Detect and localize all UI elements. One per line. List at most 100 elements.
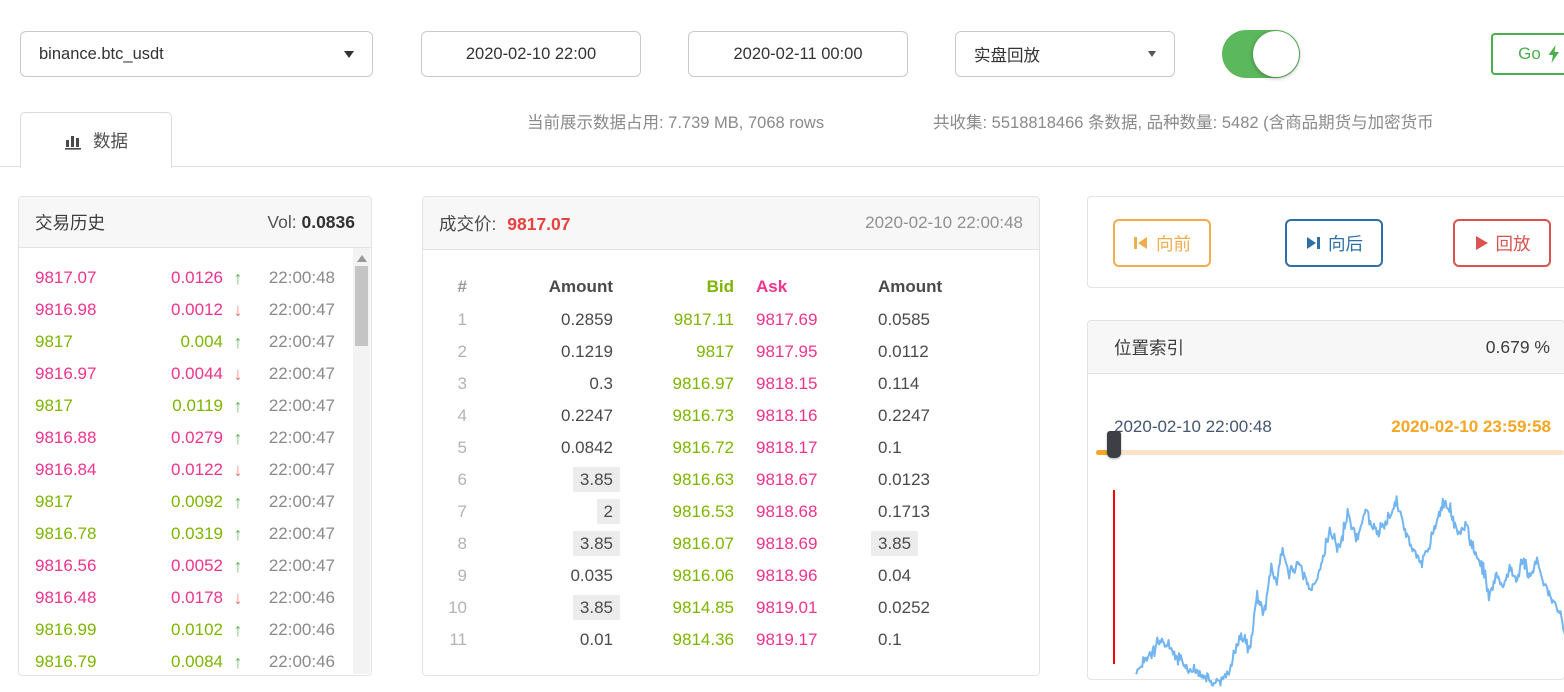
scrollbar-thumb[interactable] <box>355 266 368 346</box>
ask-amount-value: 3.85 <box>871 531 919 556</box>
tab-data[interactable]: 数据 <box>20 112 172 168</box>
step-backward-button[interactable]: 向前 <box>1113 219 1211 267</box>
arrow-up-icon: ↑ <box>233 652 243 672</box>
trade-row: 9816.97 0.0044 ↓ 22:00:47 <box>19 358 371 390</box>
order-book-rows: 1 0.2859 9817.11 9817.69 0.0585 2 0.1219 9817 98… <box>423 304 1039 656</box>
position-index-panel: 位置索引 0.679 % 2020-02-10 22:00:48 2020-02… <box>1087 320 1564 687</box>
ask-amount-value: 0.2247 <box>878 406 930 425</box>
row-number: 10 <box>448 598 467 617</box>
ask-amount-value: 0.114 <box>878 374 920 393</box>
last-price-readout: 成交价: 9817.07 <box>439 211 571 236</box>
trade-amount: 0.0102 <box>171 620 223 639</box>
position-chart-svg <box>1135 495 1564 687</box>
chevron-down-icon <box>344 50 354 58</box>
trade-amount: 0.0012 <box>171 300 223 319</box>
end-time-input[interactable]: 2020-02-11 00:00 <box>688 31 908 77</box>
last-price-label: 成交价: <box>439 213 497 234</box>
trade-row: 9816.99 0.0102 ↑ 22:00:46 <box>19 614 371 646</box>
bid-price-cell: 9816.06 <box>672 566 734 585</box>
col-header-ask-amount: Amount <box>878 277 943 296</box>
position-slider-track[interactable] <box>1096 450 1564 455</box>
lightning-icon <box>1548 45 1559 63</box>
ask-price-cell: 9818.17 <box>756 438 818 457</box>
trade-price: 9816.48 <box>35 588 97 607</box>
trade-row: 9816.98 0.0012 ↓ 22:00:47 <box>19 294 371 326</box>
row-number: 1 <box>457 310 467 329</box>
trade-amount: 0.0279 <box>171 428 223 447</box>
ask-amount-cell: 0.04 <box>878 560 1039 592</box>
ask-amount-cell: 0.1713 <box>878 496 1039 528</box>
trade-amount: 0.0052 <box>171 556 223 575</box>
order-book-row: 10 3.85 9814.85 9819.01 0.0252 <box>423 592 1039 624</box>
step-forward-button[interactable]: 向后 <box>1285 219 1383 267</box>
end-time-value: 2020-02-11 00:00 <box>733 44 863 63</box>
order-book-row: 6 3.85 9816.63 9818.67 0.0123 <box>423 464 1039 496</box>
scroll-up-icon[interactable] <box>356 255 367 262</box>
trade-row: 9816.56 0.0052 ↑ 22:00:47 <box>19 550 371 582</box>
ask-amount-value: 0.0252 <box>878 598 930 617</box>
trade-price: 9817 <box>35 492 73 511</box>
col-header-ask: Ask <box>756 277 788 296</box>
ask-amount-cell: 3.85 <box>871 528 1039 560</box>
trade-price: 9817 <box>35 396 73 415</box>
bid-amount-cell: 3.85 <box>467 592 620 624</box>
bid-amount-value: 0.1219 <box>561 342 613 361</box>
ask-price-cell: 9819.01 <box>756 598 818 617</box>
order-book-timestamp: 2020-02-10 22:00:48 <box>865 213 1023 232</box>
bid-amount-value: 3.85 <box>572 531 620 556</box>
volume-readout: Vol: 0.0836 <box>267 212 355 233</box>
symbol-select[interactable]: binance.btc_usdt <box>20 31 373 77</box>
ask-price-cell: 9818.96 <box>756 566 818 585</box>
ask-amount-cell: 0.0123 <box>878 464 1039 496</box>
trade-row: 9816.88 0.0279 ↑ 22:00:47 <box>19 422 371 454</box>
trade-history-panel: 交易历史 Vol: 0.0836 9817.07 0.0126 ↑ 22:00:48 9… <box>18 196 372 676</box>
trade-price: 9816.79 <box>35 652 97 671</box>
trade-price: 9816.98 <box>35 300 97 319</box>
bid-amount-value: 0.3 <box>589 374 613 393</box>
ask-price-cell: 9818.15 <box>756 374 818 393</box>
trade-scrollbar[interactable] <box>353 248 370 674</box>
position-index-header: 位置索引 0.679 % <box>1088 321 1564 374</box>
replay-toggle[interactable] <box>1222 30 1300 78</box>
trade-amount: 0.0119 <box>172 396 223 415</box>
symbol-select-value: binance.btc_usdt <box>39 44 164 63</box>
bid-amount-value: 0.2859 <box>561 310 613 329</box>
col-header-index: # <box>457 277 467 296</box>
bid-price-cell: 9816.07 <box>672 534 734 553</box>
status-collected: 共收集: 5518818466 条数据, 品种数量: 5482 (含商品期货与加… <box>933 114 1434 132</box>
trade-price: 9816.56 <box>35 556 97 575</box>
row-number: 6 <box>457 470 467 489</box>
ask-amount-cell: 0.2247 <box>878 400 1039 432</box>
col-header-bid-amount: Amount <box>548 277 613 296</box>
trade-time: 22:00:47 <box>268 556 335 575</box>
arrow-up-icon: ↑ <box>233 556 243 576</box>
go-button[interactable]: Go <box>1491 33 1564 75</box>
status-current-usage: 当前展示数据占用: 7.739 MB, 7068 rows <box>527 114 825 132</box>
arrow-down-icon: ↓ <box>233 460 243 480</box>
tab-data-label: 数据 <box>93 131 128 151</box>
replay-button[interactable]: 回放 <box>1453 219 1551 267</box>
arrow-up-icon: ↑ <box>233 428 243 448</box>
bid-amount-cell: 0.01 <box>467 624 613 656</box>
col-header-bid: Bid <box>706 277 734 296</box>
bid-amount-cell: 0.0842 <box>467 432 613 464</box>
trade-time: 22:00:47 <box>268 364 335 383</box>
order-book-row: 4 0.2247 9816.73 9818.16 0.2247 <box>423 400 1039 432</box>
ask-price-cell: 9817.69 <box>756 310 818 329</box>
ask-price-cell: 9818.68 <box>756 502 818 521</box>
arrow-down-icon: ↓ <box>233 588 243 608</box>
mode-select[interactable]: 实盘回放 <box>955 31 1175 77</box>
ask-amount-value: 0.04 <box>878 566 912 585</box>
ask-amount-value: 0.1 <box>878 630 902 649</box>
trade-time: 22:00:47 <box>268 492 335 511</box>
start-time-input[interactable]: 2020-02-10 22:00 <box>421 31 641 77</box>
row-number: 8 <box>457 534 467 553</box>
ask-price-cell: 9817.95 <box>756 342 818 361</box>
trade-time: 22:00:47 <box>268 524 335 543</box>
bid-price-cell: 9814.36 <box>672 630 734 649</box>
toggle-knob <box>1253 31 1299 77</box>
start-time-value: 2020-02-10 22:00 <box>465 44 597 63</box>
position-slider-handle[interactable] <box>1107 431 1121 458</box>
trade-amount: 0.0319 <box>171 524 223 543</box>
ask-amount-cell: 0.0252 <box>878 592 1039 624</box>
